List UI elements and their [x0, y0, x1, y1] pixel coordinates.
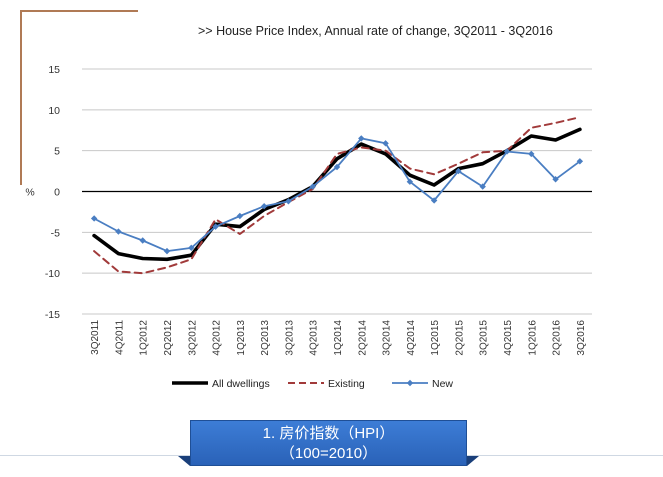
data-point-new — [333, 163, 341, 171]
caption-ribbon-right — [467, 456, 479, 466]
x-tick-label: 4Q2012 — [212, 320, 223, 356]
data-point-new — [188, 244, 195, 252]
data-point-new — [552, 176, 559, 183]
data-point-new — [260, 203, 268, 210]
data-point-new — [528, 150, 535, 158]
line-chart: 15 10 5 0 -5 -10 -15% 3Q2011 4Q2011 1Q2012 2Q2012 3… — [25, 64, 592, 390]
y-tick-label: -5 — [51, 227, 60, 239]
x-tick-label: 4Q2014 — [406, 320, 417, 356]
x-tick-label: 2Q2016 — [552, 320, 563, 356]
data-point-new — [503, 148, 511, 155]
data-point-new — [115, 228, 122, 235]
caption-ribbon-left — [178, 456, 190, 466]
legend-label-0: All dwellings — [212, 378, 270, 390]
legend-label-1: Existing — [328, 378, 365, 390]
data-point-new — [358, 135, 365, 142]
x-tick-label: 1Q2016 — [527, 320, 538, 356]
data-point-new — [236, 212, 244, 220]
x-tick-label: 4Q2013 — [309, 320, 320, 356]
legend-marker — [406, 379, 414, 387]
series-line-1 — [93, 116, 581, 275]
y-tick-label: 15 — [48, 64, 60, 76]
data-point-new — [479, 183, 486, 190]
decorative-corner-frame — [20, 10, 138, 185]
x-tick-label: 3Q2016 — [576, 320, 587, 356]
data-point-new — [309, 183, 316, 190]
series-line-0 — [92, 127, 582, 262]
caption-line-1: 1. 房价指数（HPI） — [262, 425, 395, 442]
data-point-new — [455, 167, 462, 175]
data-point-new — [430, 197, 438, 204]
y-tick-label: 10 — [48, 105, 60, 117]
data-point-new — [139, 237, 146, 244]
data-point-new — [163, 247, 171, 255]
caption-box: 1. 房价指数（HPI） （100=2010） — [190, 420, 467, 466]
x-tick-label: 2Q2014 — [357, 320, 368, 356]
y-axis-label: % — [25, 187, 34, 199]
series-line-2 — [93, 137, 581, 253]
y-tick-label: 0 — [54, 187, 60, 199]
y-tick-label: -15 — [45, 309, 60, 321]
y-tick-label: 5 — [54, 146, 60, 158]
x-tick-label: 3Q2011 — [90, 320, 101, 355]
x-tick-label: 3Q2015 — [479, 320, 490, 356]
x-tick-label: 2Q2015 — [454, 320, 465, 356]
x-tick-label: 4Q2011 — [114, 320, 125, 355]
x-tick-label: 2Q2012 — [163, 320, 174, 356]
x-tick-label: 1Q2014 — [333, 320, 344, 356]
x-tick-label: 1Q2012 — [139, 320, 150, 356]
x-tick-label: 1Q2013 — [236, 320, 247, 356]
data-point-new — [382, 140, 389, 147]
data-point-new — [285, 198, 292, 205]
x-tick-label: 4Q2015 — [503, 320, 514, 356]
data-point-new — [212, 223, 219, 230]
x-tick-label: 3Q2014 — [382, 320, 393, 356]
data-point-new — [576, 158, 584, 165]
legend-label-2: New — [432, 378, 453, 390]
caption-line-2: （100=2010） — [279, 445, 378, 462]
data-point-new — [90, 215, 98, 222]
y-tick-label: -10 — [45, 268, 60, 280]
x-tick-label: 1Q2015 — [430, 320, 441, 356]
chart-title: >> House Price Index, Annual rate of cha… — [198, 24, 553, 38]
data-point-new — [406, 178, 414, 185]
x-tick-label: 3Q2012 — [187, 320, 198, 356]
x-tick-label: 3Q2013 — [284, 320, 295, 356]
x-tick-label: 2Q2013 — [260, 320, 271, 356]
